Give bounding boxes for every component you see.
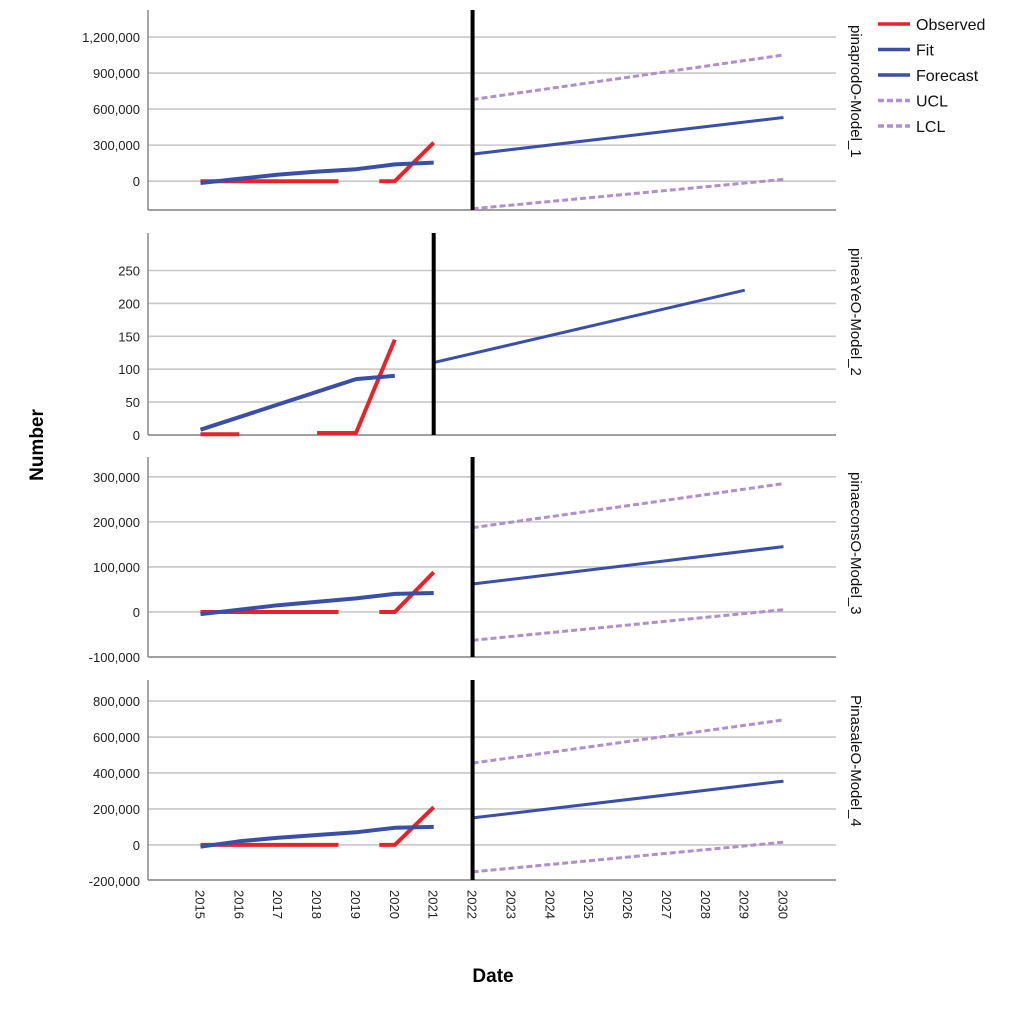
x-tick-label: 2026: [620, 890, 635, 919]
series-lcl-line: [472, 840, 784, 874]
series-forecast-line: [472, 545, 784, 586]
y-tick-label: 50: [126, 395, 140, 410]
y-tick-label: 800,000: [93, 694, 140, 709]
series-ucl-line: [472, 482, 784, 530]
series-fit-line: [200, 824, 434, 849]
y-tick-label: 200,000: [93, 515, 140, 530]
x-tick-label: 2024: [542, 890, 557, 919]
x-tick-label: 2025: [581, 890, 596, 919]
legend-label: Observed: [916, 17, 985, 34]
panels: 0 300,000 600,000 900,000 1,200,000 pinaprodO…: [82, 10, 864, 889]
x-tick-label: 2027: [659, 890, 674, 919]
y-tick-label: 150: [118, 329, 140, 344]
series-lcl-line: [472, 608, 784, 642]
y-tick-label: 200,000: [93, 802, 140, 817]
x-tick-label: 2016: [231, 890, 246, 919]
series-observed-line: [379, 805, 436, 847]
panel-3: -100,000 0 100,000 200,000 300,000 pinaeconsO…: [89, 457, 864, 665]
panel-label: pinaeconsO-Model_3: [847, 472, 864, 615]
y-tick-label: 0: [133, 428, 140, 443]
x-tick-label: 2023: [503, 890, 518, 919]
panel-1: 0 300,000 600,000 900,000 1,200,000 pinaprodO…: [82, 10, 864, 211]
series-fit-line: [199, 373, 395, 432]
x-tick-label: 2021: [426, 890, 441, 919]
x-tick-label: 2030: [776, 890, 791, 919]
series-fit-line: [200, 160, 434, 185]
y-tick-label: 0: [133, 174, 140, 189]
legend-item-observed: Observed: [878, 17, 985, 34]
series-observed-line: [317, 338, 397, 435]
y-tick-label: 400,000: [93, 766, 140, 781]
y-tick-label: -100,000: [89, 650, 140, 665]
series-ucl-line: [472, 53, 784, 101]
series-forecast-line: [433, 288, 746, 365]
y-tick-label: -200,000: [89, 874, 140, 889]
panel-label: pinaprodO-Model_1: [847, 25, 864, 158]
legend-label: UCL: [916, 94, 948, 111]
x-tick-label: 2022: [465, 890, 480, 919]
panel-2: 0 50 100 150 200 250 pineaYeO-Model_2: [118, 233, 864, 443]
y-axis-title: Number: [27, 409, 48, 481]
y-tick-label: 1,200,000: [82, 30, 140, 45]
y-tick-label: 100: [118, 362, 140, 377]
y-tick-label: 300,000: [93, 470, 140, 485]
panel-label: pineaYeO-Model_2: [847, 248, 864, 376]
legend-item-ucl: UCL: [878, 94, 948, 111]
series-observed-line: [379, 570, 436, 614]
legend-label: Forecast: [916, 68, 979, 85]
y-tick-label: 600,000: [93, 730, 140, 745]
y-tick-label: 900,000: [93, 66, 140, 81]
y-tick-label: 0: [133, 605, 140, 620]
y-tick-label: 250: [118, 264, 140, 279]
y-tick-label: 0: [133, 838, 140, 853]
legend-label: LCL: [916, 119, 945, 136]
panel-4: -200,000 0 200,000 400,000 600,000 800,000 Pin…: [89, 680, 864, 889]
x-tick-label: 2019: [348, 890, 363, 919]
series-observed-line: [379, 141, 436, 184]
x-tick-label: 2017: [270, 890, 285, 919]
y-tick-label: 300,000: [93, 138, 140, 153]
legend-item-forecast: Forecast: [878, 68, 979, 85]
x-tick-label: 2018: [309, 890, 324, 919]
series-ucl-line: [472, 718, 784, 765]
series-fit-line: [200, 591, 434, 617]
y-tick-label: 200: [118, 296, 140, 311]
x-tick-label: 2028: [698, 890, 713, 919]
legend-label: Fit: [916, 43, 934, 60]
x-tick-label: 2029: [737, 890, 752, 919]
series-forecast-line: [472, 116, 784, 156]
x-tick-label: 2015: [193, 890, 208, 919]
legend-item-lcl: LCL: [878, 119, 945, 136]
x-tick-label: 2020: [387, 890, 402, 919]
legend-item-fit: Fit: [878, 43, 934, 60]
panel-label: PinasaleO-Model_4: [847, 695, 864, 827]
series-lcl-line: [472, 177, 784, 211]
series-forecast-line: [472, 779, 784, 820]
x-axis: 2015 2016 2017 2018 2019 2020 2021 2022 2023 2024…: [193, 890, 791, 919]
legend: Observed Fit Forecast UCL LCL: [878, 17, 985, 136]
y-tick-label: 100,000: [93, 560, 140, 575]
y-tick-label: 600,000: [93, 102, 140, 117]
x-axis-title: Date: [472, 966, 513, 987]
